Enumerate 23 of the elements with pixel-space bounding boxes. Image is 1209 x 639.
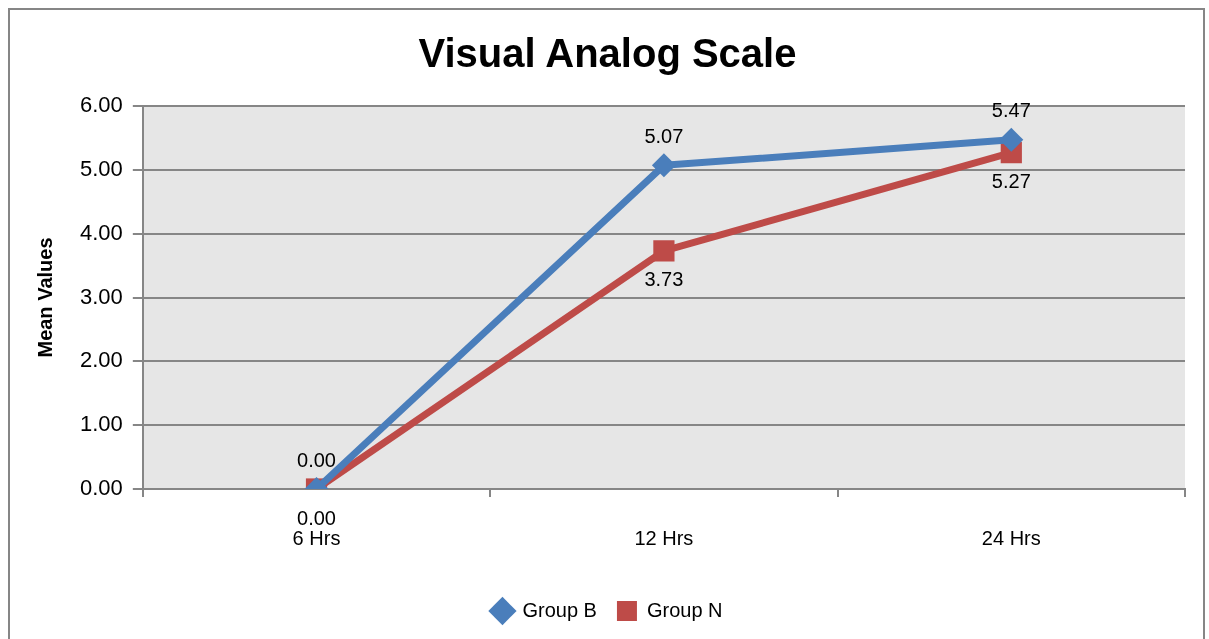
y-tick-label: 3.00 xyxy=(79,283,123,309)
x-tick-label: 12 Hrs xyxy=(634,526,694,549)
data-label: 0.00 xyxy=(297,506,336,529)
legend-label: Group B xyxy=(522,598,597,621)
x-tick-label: 24 Hrs xyxy=(981,526,1041,549)
point xyxy=(999,127,1024,152)
point xyxy=(651,153,676,178)
chart-title: Visual Analog Scale xyxy=(418,31,797,76)
data-label: 5.07 xyxy=(644,124,684,147)
data-label: 3.73 xyxy=(644,268,684,291)
y-tick-label: 0.00 xyxy=(79,475,123,501)
data-label: 0.00 xyxy=(297,448,336,471)
y-axis-title: Mean Values xyxy=(33,237,56,358)
y-tick-label: 4.00 xyxy=(79,219,123,245)
y-tick-label: 1.00 xyxy=(79,411,123,437)
legend-label: Group N xyxy=(646,598,723,621)
y-tick-label: 5.00 xyxy=(79,155,123,181)
data-label: 5.27 xyxy=(991,170,1031,193)
y-tick-label: 6.00 xyxy=(79,92,123,118)
x-tick-label: 6 Hrs xyxy=(292,526,341,549)
point xyxy=(653,240,675,262)
data-label: 5.47 xyxy=(991,99,1031,122)
y-tick-label: 2.00 xyxy=(79,347,123,373)
